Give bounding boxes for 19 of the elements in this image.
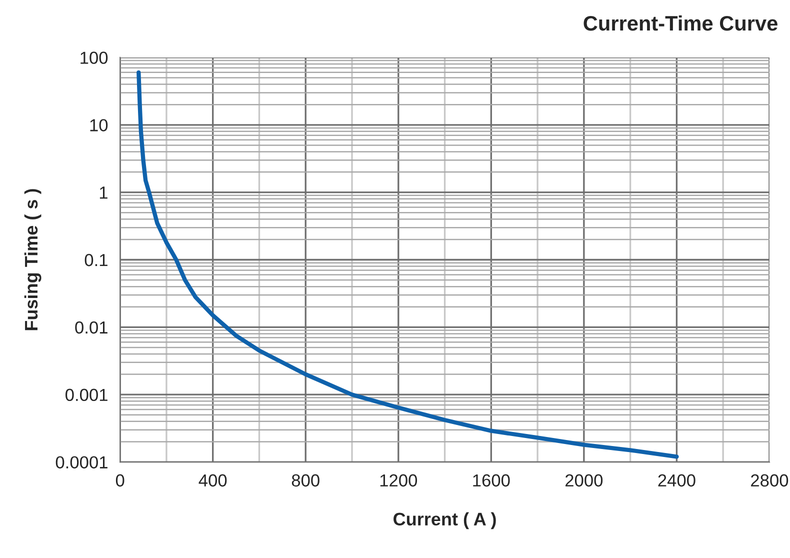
y-axis-title: Fusing Time ( s ) [24,189,42,330]
y-tick-label: 0.001 [66,388,108,402]
x-tick-label: 2400 [658,474,696,487]
y-tick-label: 0.1 [84,254,108,266]
x-tick-label: 800 [292,474,320,487]
y-tick-label: 0.0001 [56,456,108,468]
x-tick-label: 2000 [565,474,603,487]
y-tick-label: 100 [80,52,108,64]
x-tick-label: 1600 [473,474,510,487]
x-tick-label: 2800 [751,474,788,487]
line-series [136,70,679,459]
x-tick-label: 0 [116,474,124,487]
x-tick-label: 400 [198,474,227,487]
y-tick-label: 10 [90,119,108,132]
x-tick-label: 1200 [380,474,418,487]
y-tick-label: 0.01 [75,321,108,334]
x-axis-title: Current ( A ) [394,512,496,530]
y-tick-label: 1 [100,186,108,199]
chart-title: Current-Time Curve [584,15,778,31]
